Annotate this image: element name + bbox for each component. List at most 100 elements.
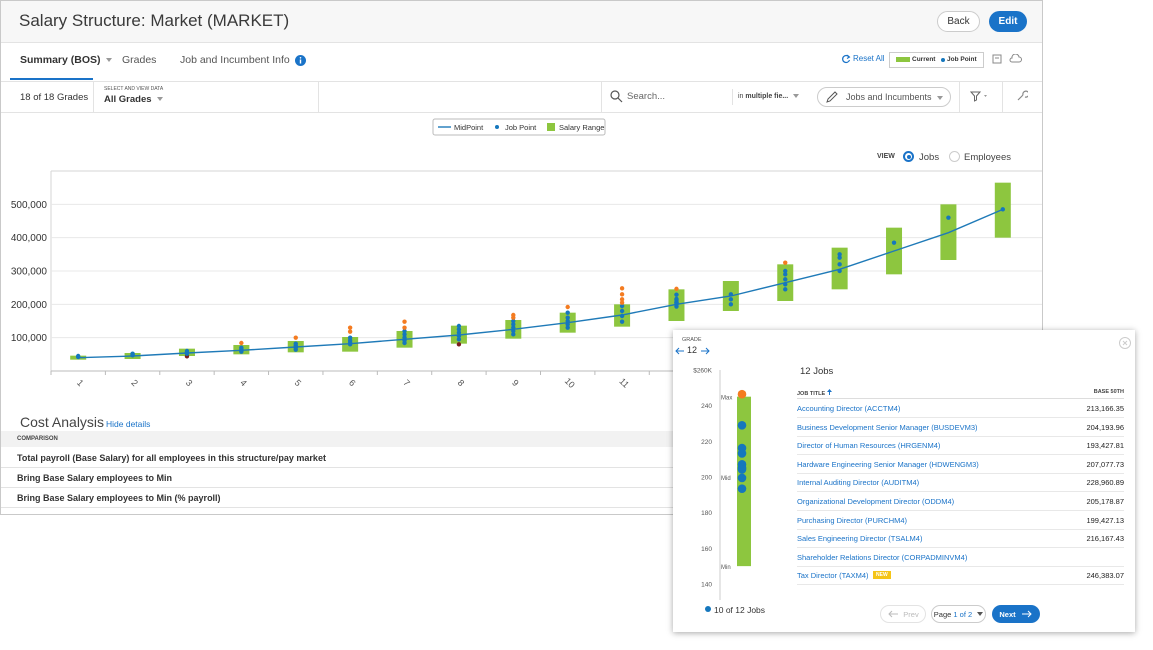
job-title-link[interactable]: Sales Engineering Director (TSALM4) — [797, 534, 923, 544]
range-label: Max — [721, 396, 732, 402]
job-point — [837, 252, 842, 257]
job-point — [737, 473, 747, 483]
select-label: SELECT AND VIEW DATA — [104, 86, 164, 92]
job-point — [347, 335, 353, 340]
row-divider — [1, 507, 1042, 508]
base-value: 193,427.81 — [1086, 441, 1124, 451]
y-tick-label: 160 — [701, 546, 712, 553]
tab-summary[interactable]: Summary (BOS) — [20, 54, 112, 66]
close-button[interactable] — [1118, 336, 1132, 350]
wrench-icon[interactable] — [1016, 90, 1028, 102]
job-point — [837, 268, 842, 274]
base-value: 246,383.07 — [1086, 571, 1124, 581]
reset-icon — [842, 54, 851, 64]
tab-job-info[interactable]: Job and Incumbent Info — [180, 54, 290, 66]
row-divider — [797, 510, 1124, 511]
comparison-row: Bring Base Salary employees to Min — [17, 473, 173, 483]
job-point — [75, 353, 81, 359]
job-point — [619, 308, 625, 314]
view-label: VIEW — [877, 153, 895, 160]
job-title-link[interactable]: Shareholder Relations Director (CORPADMI… — [797, 552, 968, 562]
divider — [1, 112, 1042, 113]
x-tick-label: 1 — [75, 378, 86, 389]
grade-count: 18 of 18 Grades — [20, 92, 89, 103]
x-tick-label: 4 — [238, 378, 249, 389]
job-title-link[interactable]: Tax Director (TAXM4) — [797, 571, 869, 581]
search-scope[interactable]: in multiple fie... — [738, 93, 800, 100]
x-tick-label: 11 — [617, 376, 631, 390]
current-swatch — [896, 57, 910, 62]
job-point — [619, 300, 625, 305]
hide-details[interactable]: Hide details — [106, 419, 151, 429]
next-button[interactable]: Next — [992, 605, 1040, 623]
pencil-icon — [826, 91, 838, 103]
divider — [601, 82, 602, 112]
header-bar — [1, 1, 1042, 43]
job-title-link[interactable]: Organizational Development Director (ODD… — [797, 497, 955, 506]
job-point — [565, 304, 570, 310]
legend-box — [432, 118, 606, 136]
grade-label: GRADE — [682, 337, 702, 343]
radio-jobs[interactable] — [903, 151, 914, 162]
info-icon[interactable] — [295, 55, 306, 66]
reset-all[interactable]: Reset All — [853, 54, 885, 63]
page-select[interactable]: Page 1 of 2 — [931, 605, 986, 623]
tab-grades[interactable]: Grades — [122, 54, 157, 66]
midpoint-line — [78, 208, 1004, 359]
job-title-link[interactable]: Hardware Engineering Senior Manager (HDW… — [797, 459, 979, 469]
radio-dot — [906, 154, 911, 159]
grade-select[interactable]: All Grades — [104, 94, 163, 105]
job-point — [565, 310, 570, 315]
job-point — [737, 389, 747, 399]
job-point — [1000, 207, 1006, 212]
job-count: 12 Jobs — [800, 366, 834, 377]
job-point — [402, 335, 407, 340]
col-job-title[interactable]: JOB TITLE — [797, 389, 832, 397]
view-jobs[interactable]: Jobs — [919, 152, 940, 163]
row-divider — [797, 547, 1124, 549]
job-point — [783, 287, 788, 292]
back-button[interactable]: Back — [937, 11, 980, 32]
job-point — [402, 319, 407, 324]
job-point — [511, 325, 516, 330]
next-label: Next — [999, 609, 1016, 619]
view-employees[interactable]: Employees — [964, 152, 1011, 163]
y-tick-label: 140 — [701, 581, 712, 588]
legend-label: Salary Range — [559, 123, 604, 132]
view-icons[interactable] — [992, 54, 1022, 65]
row-divider — [797, 472, 1124, 474]
job-point — [565, 325, 570, 330]
prev-grade[interactable] — [675, 346, 685, 356]
search-icon — [610, 90, 623, 103]
job-title-link[interactable]: Accounting Director (ACCTM4) — [797, 404, 901, 413]
job-point — [737, 449, 747, 458]
divider — [1, 81, 1042, 82]
search-input[interactable]: Search... — [627, 91, 666, 102]
job-point — [511, 332, 516, 337]
base-value: 216,167.43 — [1086, 534, 1124, 544]
job-point — [783, 272, 788, 277]
row-divider — [797, 435, 1124, 437]
next-grade[interactable] — [700, 346, 710, 356]
row-divider — [1, 467, 1042, 468]
legend-label: Job Point — [505, 123, 537, 132]
job-point — [565, 315, 570, 320]
y-tick-label: 200,000 — [11, 300, 48, 311]
job-point — [728, 292, 734, 297]
legend-current: Current — [912, 56, 936, 63]
edit-button[interactable]: Edit — [989, 11, 1027, 32]
radio-employees[interactable] — [949, 151, 960, 162]
row-divider — [797, 398, 1124, 399]
x-tick-label: 9 — [510, 378, 521, 389]
job-title-link[interactable]: Director of Human Resources (HRGENM4) — [797, 441, 941, 451]
job-title-link[interactable]: Business Development Senior Manager (BUS… — [797, 422, 978, 432]
prev-button[interactable]: Prev — [880, 605, 926, 623]
job-title-link[interactable]: Internal Auditing Director (AUDITM4) — [797, 478, 920, 488]
filter-icon[interactable] — [970, 91, 990, 102]
dimension-select[interactable] — [817, 87, 951, 107]
job-title-link[interactable]: Purchasing Director (PURCHM4) — [797, 515, 908, 525]
y-tick-label: $260K — [693, 367, 712, 374]
footer-dot — [705, 606, 711, 612]
x-tick-label: 10 — [563, 376, 577, 390]
